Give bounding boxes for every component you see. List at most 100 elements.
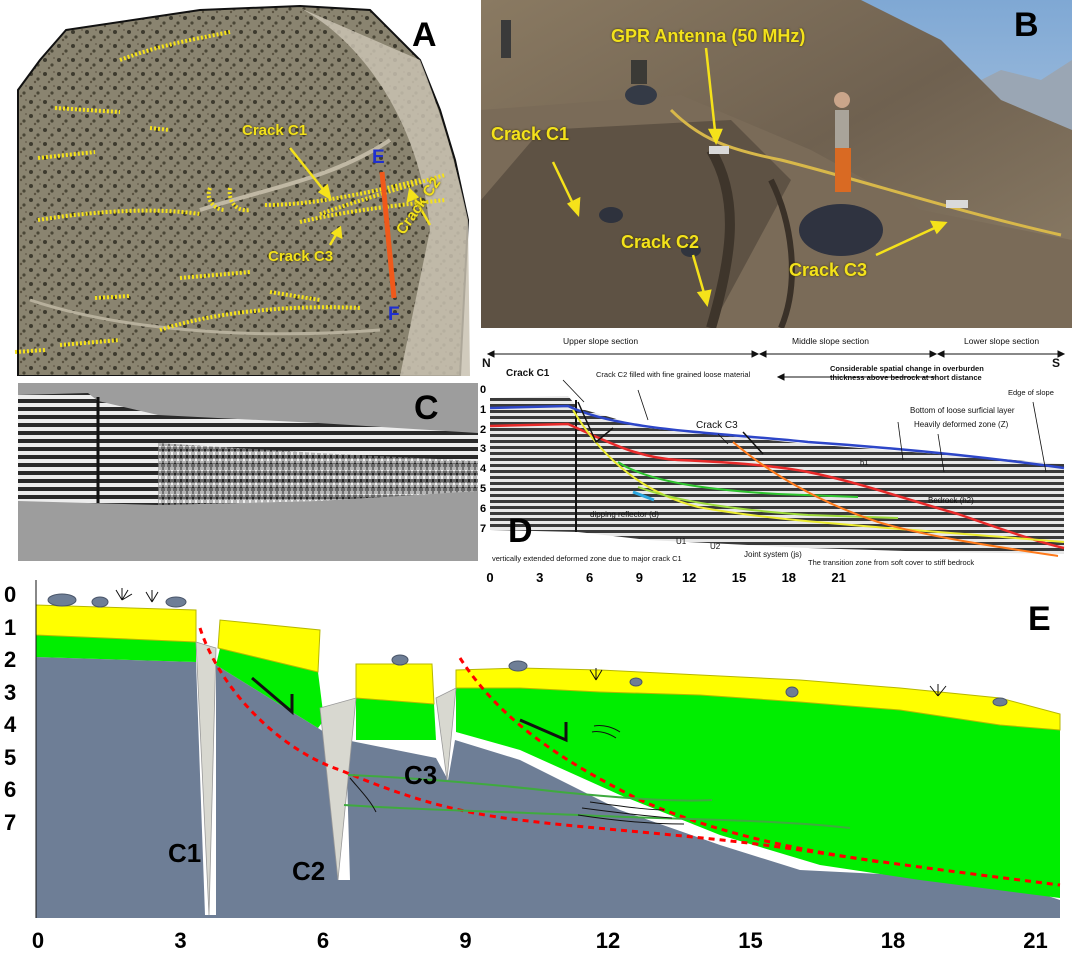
d-y-tick-6: 6 xyxy=(480,502,487,515)
d-x-tick-3: 9 xyxy=(635,570,644,585)
panel-b-image xyxy=(481,0,1072,328)
surficial-layer-block-4 xyxy=(455,667,1061,731)
annotation-u1: U1 xyxy=(676,537,687,546)
annotation-spatial-change-2: thickness above bedrock at short distanc… xyxy=(830,373,982,382)
e-y-tick-5: 5 xyxy=(4,744,17,770)
annotation-h1: h1 xyxy=(860,458,869,467)
e-y-tick-6: 6 xyxy=(4,777,17,802)
crack-c1-fill xyxy=(195,641,217,916)
annotation-u2: U2 xyxy=(710,542,721,551)
section-arrows xyxy=(486,350,1066,381)
panel-a-aerial-map: Crack C1 Crack C3 Crack C2 E F A xyxy=(0,0,476,376)
surficial-layer-block-1 xyxy=(35,604,197,643)
panel-a-arrows xyxy=(289,147,432,246)
horizon-u1 xyxy=(617,461,859,498)
panel-letter-e: E xyxy=(1028,600,1051,638)
section-upper-label: Upper slope section xyxy=(563,336,639,346)
motion-arrows xyxy=(251,676,568,743)
d-x-tick-0: 0 xyxy=(486,570,494,585)
profile-point-e: E xyxy=(372,147,385,168)
panel-b-field-photo: GPR Antenna (50 MHz) Crack C1 Crack C2 C… xyxy=(481,0,1072,328)
horizon-u2 xyxy=(637,486,899,519)
panel-letter-b: B xyxy=(1014,6,1039,44)
profile-point-f: F xyxy=(388,304,400,325)
annotation-edge-of-slope: Edge of slope xyxy=(1008,388,1054,397)
panel-letter-a: A xyxy=(412,16,437,54)
annotation-vertical-zone: vertically extended deformed zone due to… xyxy=(492,554,682,563)
e-y-tick-0: 0 xyxy=(4,582,17,607)
e-x-tick-0: 0 xyxy=(31,928,45,953)
e-y-tick-3: 3 xyxy=(4,679,17,705)
bedrock-layer xyxy=(36,657,1060,918)
annotation-dipping-reflector: dipping reflector (d) xyxy=(590,510,659,519)
d-y-tick-0: 0 xyxy=(480,384,487,396)
interpreted-surface xyxy=(732,441,1059,557)
annotation-bottom-loose-layer: Bottom of loose surficial layer xyxy=(910,406,1015,415)
d-x-tick-6: 18 xyxy=(781,570,797,585)
horizon-bedrock xyxy=(489,422,1065,550)
annotation-leaders xyxy=(562,379,1047,473)
surficial-layer-block-3 xyxy=(355,663,435,705)
label-crack-c3: Crack C3 xyxy=(268,248,334,265)
annotation-joint-system: Joint system (js) xyxy=(744,550,802,559)
crack-traces xyxy=(14,30,446,354)
panel-c-raw-radargram: C xyxy=(18,383,478,561)
label-c2: C2 xyxy=(292,856,326,886)
panel-d-interpreted-radargram: Upper slope section Middle slope section… xyxy=(478,332,1072,594)
label-crack-c1: Crack C1 xyxy=(491,124,570,144)
annotation-spatial-change-1: Considerable spatial change in overburde… xyxy=(830,364,984,373)
e-y-tick-2: 2 xyxy=(4,647,17,672)
horizon-transition-zone xyxy=(572,409,1065,543)
crack-c2-fill xyxy=(319,697,357,881)
horizon-loose-layer-bottom xyxy=(489,404,1065,470)
annotation-deformed-zone: Heavily deformed zone (Z) xyxy=(914,420,1009,429)
d-x-tick-4: 12 xyxy=(681,570,697,585)
d-y-tick-1: 1 xyxy=(480,403,487,416)
label-crack-c2: Crack C2 xyxy=(621,232,700,252)
label-crack-c1: Crack C1 xyxy=(242,122,308,139)
weathered-layer-block-3 xyxy=(356,698,436,740)
surface-boulders xyxy=(47,593,1008,707)
weathered-layer xyxy=(36,635,196,662)
label-c3: C3 xyxy=(404,760,438,790)
d-y-tick-3: 3 xyxy=(480,443,487,456)
e-x-tick-1: 3 xyxy=(174,928,187,953)
surficial-layer-block-2 xyxy=(217,619,321,673)
panel-letter-c: C xyxy=(414,389,439,427)
d-x-tick-7: 21 xyxy=(831,570,846,585)
d-x-tick-5: 15 xyxy=(731,570,747,585)
direction-north: N xyxy=(482,356,491,370)
e-x-tick-6: 18 xyxy=(880,928,906,953)
e-y-tick-4: 4 xyxy=(4,712,17,737)
weathered-layer-block-4 xyxy=(456,688,1060,898)
annotation-crack-c1: Crack C1 xyxy=(506,368,550,379)
d-x-tick-2: 6 xyxy=(585,570,594,585)
surface-shrubs xyxy=(115,588,947,697)
weathered-layer-block-2 xyxy=(216,648,324,728)
direction-south: S xyxy=(1052,356,1061,370)
label-c1: C1 xyxy=(168,838,202,868)
e-x-tick-2: 6 xyxy=(316,928,330,953)
e-x-tick-5: 15 xyxy=(738,928,763,953)
slip-surface-2 xyxy=(458,657,881,864)
annotation-crack-c3: Crack C3 xyxy=(696,420,738,431)
panel-a-image xyxy=(14,4,470,376)
panel-c-image xyxy=(18,393,478,505)
d-x-tick-1: 3 xyxy=(536,570,544,585)
label-gpr-antenna: GPR Antenna (50 MHz) xyxy=(611,26,806,46)
section-lower-label: Lower slope section xyxy=(964,336,1040,346)
e-x-tick-4: 12 xyxy=(595,928,621,953)
d-y-tick-2: 2 xyxy=(480,423,487,436)
e-y-tick-7: 7 xyxy=(4,809,17,835)
panel-e-section-drawing xyxy=(35,580,1061,918)
section-middle-label: Middle slope section xyxy=(792,336,870,346)
annotation-bedrock: Bedrock (h2) xyxy=(928,496,974,505)
label-crack-c3: Crack C3 xyxy=(789,260,868,280)
horizon-u2 xyxy=(343,804,851,829)
joint-system-lines xyxy=(349,725,685,825)
d-y-tick-4: 4 xyxy=(480,463,487,476)
horizon-u1 xyxy=(347,774,713,802)
e-y-tick-1: 1 xyxy=(4,614,17,640)
e-x-tick-7: 21 xyxy=(1023,928,1048,953)
